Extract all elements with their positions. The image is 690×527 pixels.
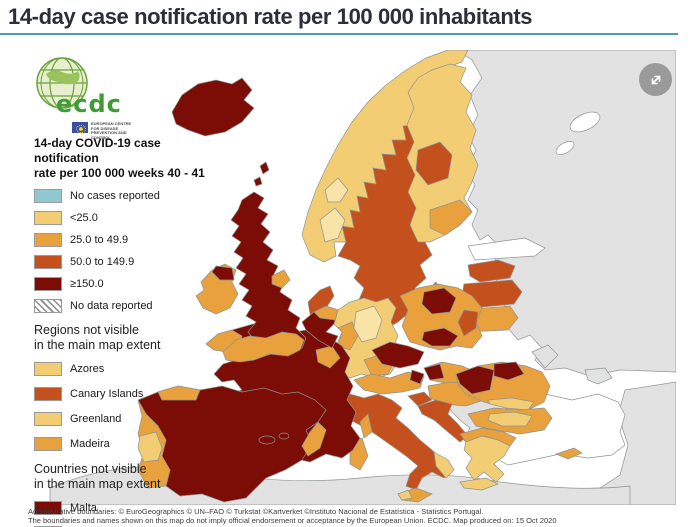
map-region-england-northeast [271,269,291,289]
legend-swatch-25-49 [34,233,62,247]
expand-arrows-icon [651,75,660,84]
map-region-germany-center [353,305,383,343]
legend-swatch-no-data [34,299,62,313]
map-region-estonia[interactable] [467,259,516,283]
attribution-line-2: The boundaries and names shown on this m… [28,516,557,525]
legend-swatch-gte150 [34,277,62,291]
ecdc-globe-icon [36,57,88,109]
expand-map-button[interactable] [639,63,672,96]
map-region-slovenia[interactable] [407,391,433,407]
map-legend: 14-day COVID-19 case notification rate p… [34,136,219,527]
map-region-iceland[interactable] [171,77,255,137]
map-region-northern-ireland [211,265,235,281]
map-region-netherlands-north [313,305,339,321]
map-region-austria[interactable] [353,371,425,395]
legend-item-malta: Malta [34,501,219,515]
legend-item-lt25: <25.0 [34,211,219,225]
map-region-poland-north [421,287,457,315]
legend-title: 14-day COVID-19 case notification rate p… [34,136,205,180]
map-attribution: Administrative boundaries: © EuroGeograp… [28,507,668,525]
map-region-romania-north [493,361,525,381]
map-region-spain-north-coast [157,385,201,401]
legend-swatch-lt25 [34,211,62,225]
map-region-austria-east [409,369,425,385]
legend-item-no-data: No data reported [34,299,219,313]
map-region-finland-south [429,199,473,236]
map-region-crimea[interactable] [584,367,613,385]
map-region-poland-east [457,309,479,337]
map-region-balearic-minorca [278,432,290,440]
legend-swatch-no-cases [34,189,62,203]
map-region-finland-central [415,141,453,186]
map-region-lisbon [137,431,163,463]
legend-regions-title: Regions not visible in the main map exte… [34,323,161,352]
legend-item-canary-islands: Canary Islands [34,387,219,401]
map-region-valencia [301,421,327,457]
legend-swatch-azores [34,362,62,376]
map-region-greece[interactable] [463,435,511,483]
map-region-romania-west [455,365,495,395]
map-region-england-south [222,331,305,363]
map-region-norway-west [324,177,349,203]
ecdc-wordmark: ecdc [56,90,122,118]
map-region-shetland-islands [253,161,270,187]
legend-item-25-49: 25.0 to 49.9 [34,233,219,247]
ecdc-logo-subtitle: EUROPEAN CENTRE FOR DISEASE PREVENTION A… [91,121,132,140]
attribution-line-1: Administrative boundaries: © EuroGeograp… [28,507,484,516]
map-region-poland-south [421,327,459,347]
legend-item-greenland: Greenland [34,412,219,426]
map-region-poland[interactable] [399,283,483,351]
legend-swatch-malta [34,501,62,515]
lake-ladoga [569,111,601,133]
legend-item-gte150: ≥150.0 [34,277,219,291]
legend-swatch-50-149 [34,255,62,269]
map-region-sicily-west [397,489,413,501]
map-region-moldova[interactable] [531,344,559,369]
map-region-crete[interactable] [459,477,499,491]
legend-countries-title: Countries not visible in the main map ex… [34,462,161,491]
lake-onega [555,141,575,155]
legend-item-azores: Azores [34,362,219,376]
page-title: 14-day case notification rate per 100 00… [8,4,533,29]
legend-item-madeira: Madeira [34,437,219,451]
legend-swatch-canary-islands [34,387,62,401]
map-region-czechia[interactable] [371,341,425,369]
map-region-germany-west [337,321,359,351]
map-region-cyprus[interactable] [555,447,583,460]
gulf-of-finland [467,237,546,261]
legend-swatch-greenland [34,412,62,426]
map-region-balearic-majorca [258,435,276,445]
europe-choropleth-map[interactable] [20,50,676,505]
eu-flag-icon [72,122,88,133]
legend-item-no-cases: No cases reported [34,189,219,203]
title-divider [0,33,678,35]
map-region-norway-southwest [319,207,346,243]
map-region-bulgaria-center [487,411,533,427]
legend-item-50-149: 50.0 to 149.9 [34,255,219,269]
map-region-puglia [433,451,455,479]
ecdc-logo: ecdc EUROPEAN CENTRE FOR DISEASE PREVENT… [32,56,132,139]
map-region-slovakia-west [423,363,445,381]
legend-swatch-madeira [34,437,62,451]
map-container: ecdc EUROPEAN CENTRE FOR DISEASE PREVENT… [20,50,676,527]
map-region-corsica[interactable] [359,413,373,439]
